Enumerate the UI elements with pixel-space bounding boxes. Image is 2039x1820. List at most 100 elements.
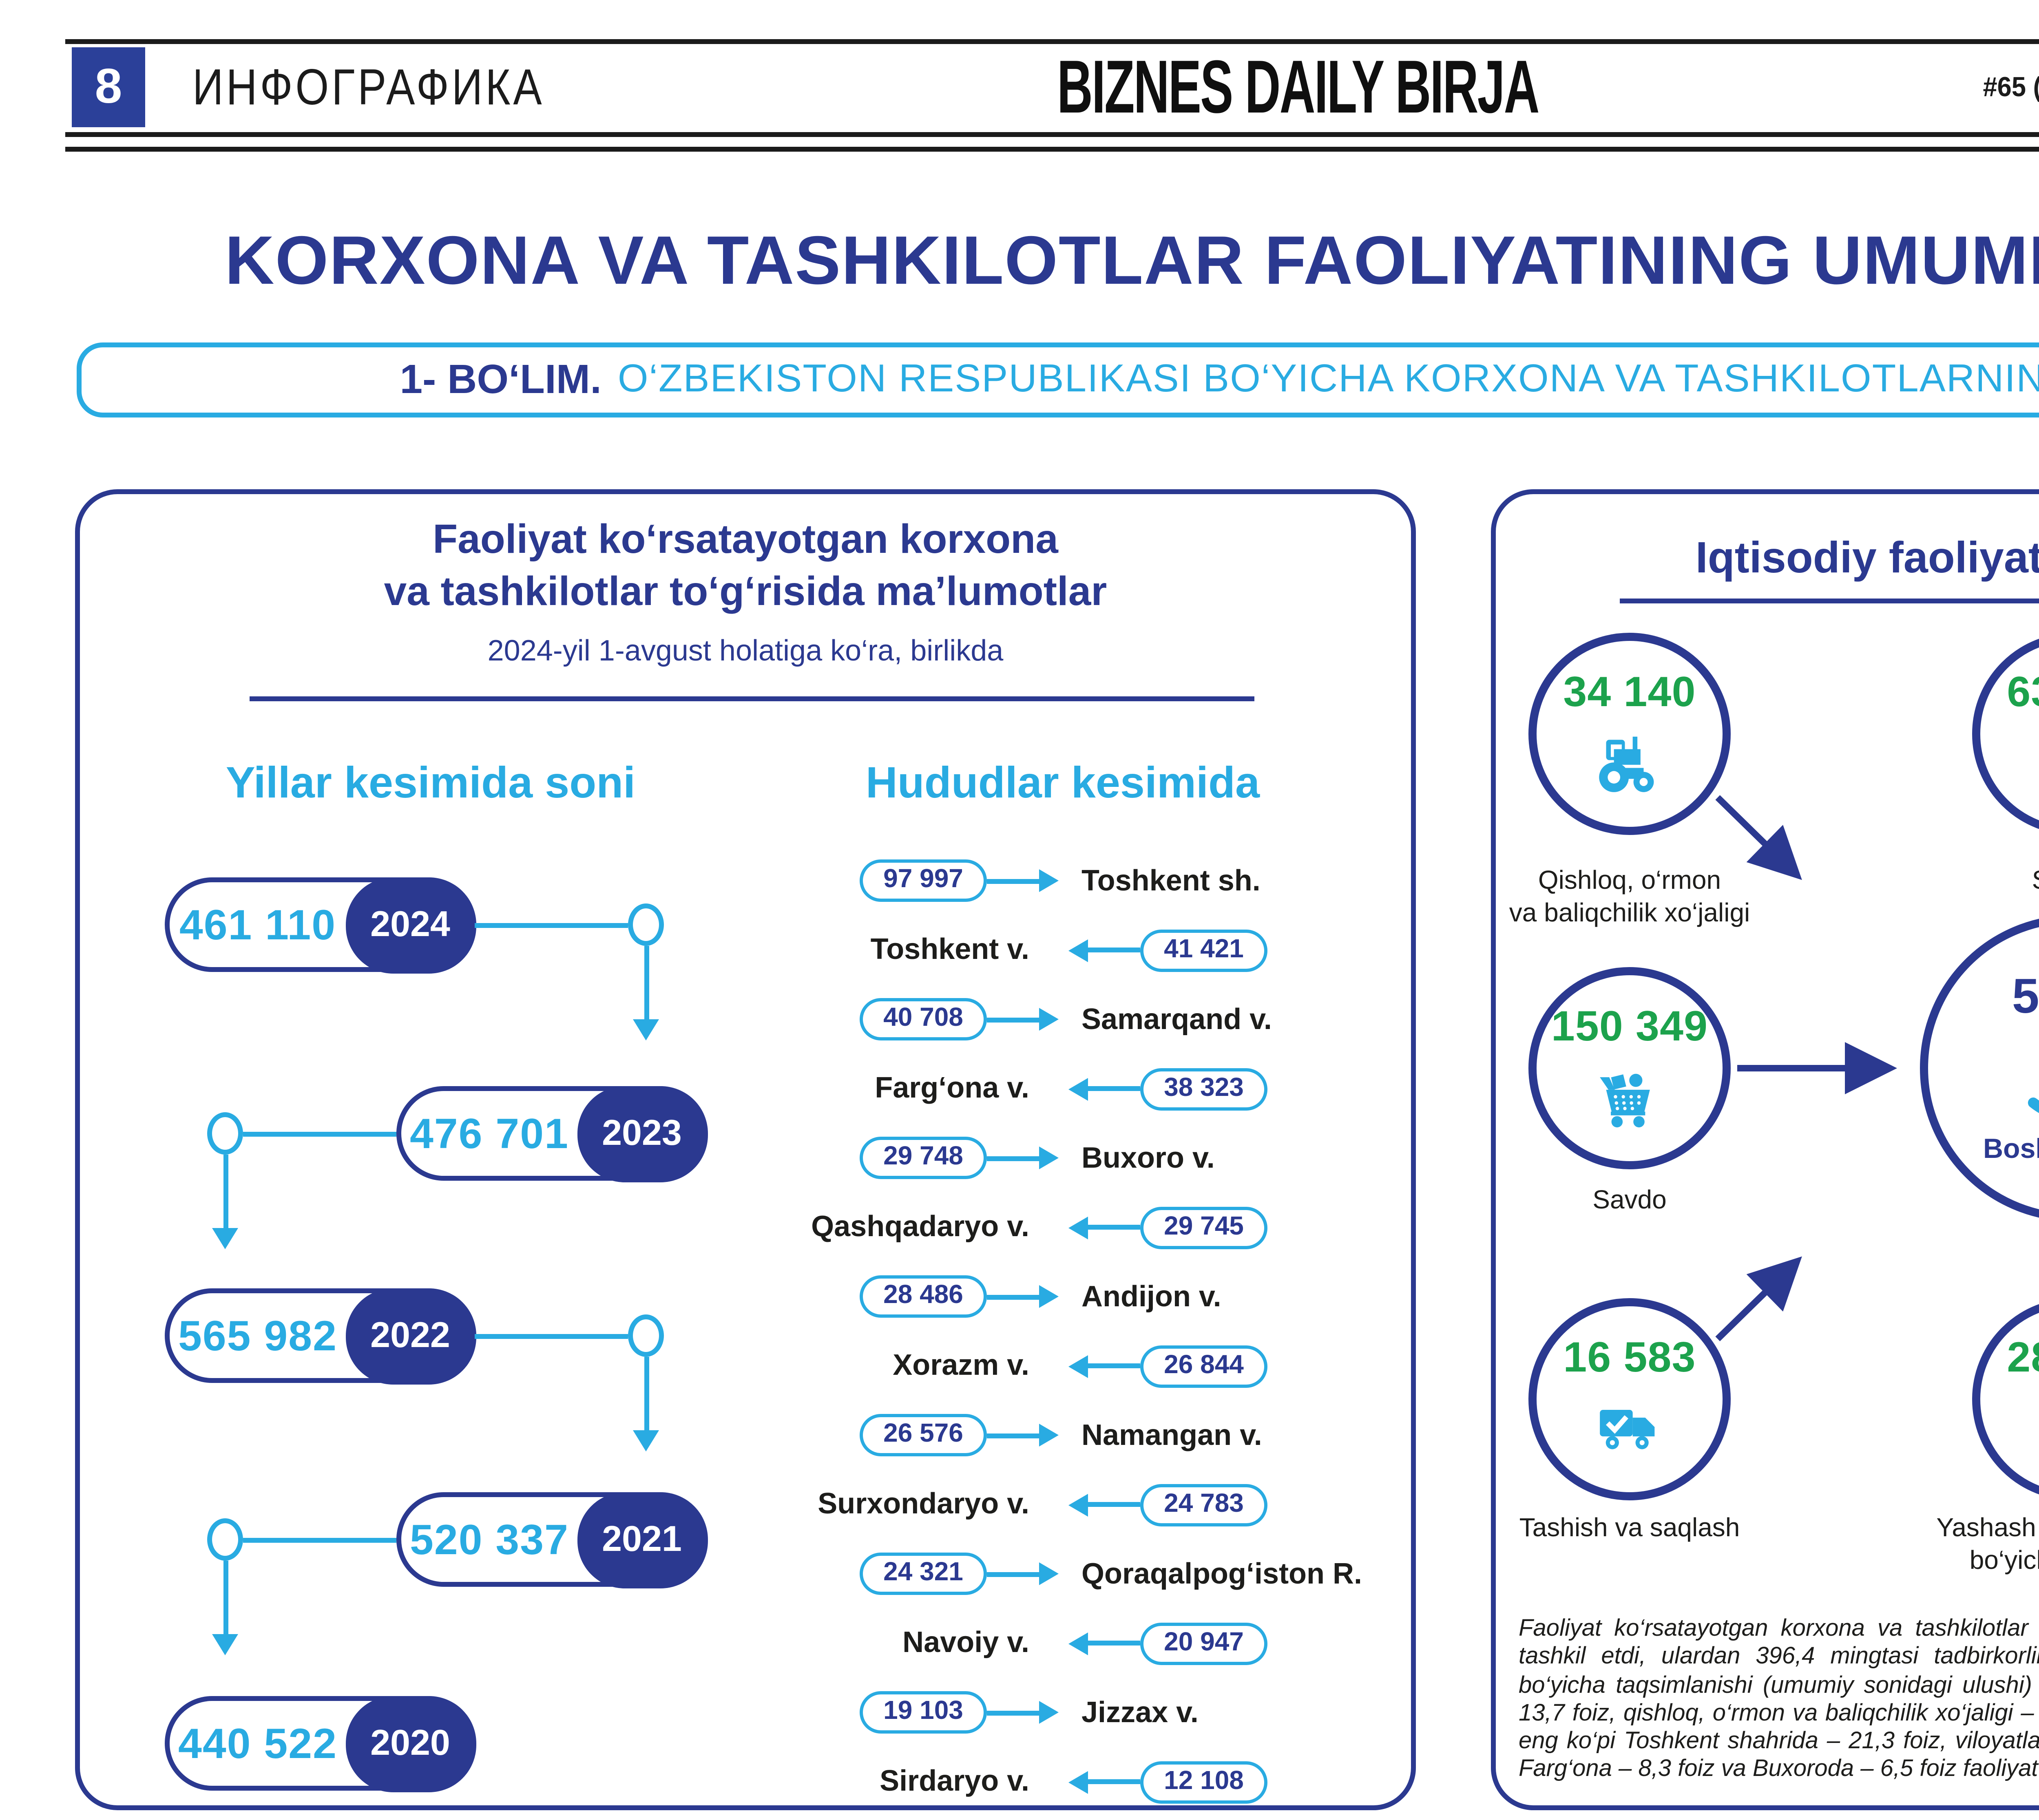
year-value: 565 982 <box>178 1310 337 1359</box>
footnote-paragraph: Faoliyat ko‘rsatayotgan korxona va tashk… <box>1519 1616 2039 1783</box>
dining-icon <box>2036 1391 2039 1466</box>
category-label: Tashish va saqlash <box>1519 1515 1740 1543</box>
category-value: 150 349 <box>1551 1001 1708 1050</box>
arrow-right-icon <box>987 1285 1059 1308</box>
section-bar: 1- BO‘LIM. O‘ZBEKISTON RESPUBLIKASI BO‘Y… <box>77 342 2039 417</box>
section-bar-text: O‘ZBEKISTON RESPUBLIKASI BO‘YICHA KORXON… <box>617 357 2039 401</box>
region-value-pill: 20 947 <box>1140 1622 1267 1665</box>
arrow-right-icon <box>987 1146 1059 1170</box>
regions-list: 97 997 Toshkent sh. Toshkent v. 41 421 4… <box>811 859 1422 1804</box>
regions-column-header: Hududlar kesimida <box>865 758 1260 807</box>
region-name: Buxoro v. <box>1081 1141 1215 1174</box>
region-value-pill: 29 745 <box>1140 1206 1267 1249</box>
region-row: 28 486 Andijon v. <box>860 1275 1422 1318</box>
arrow-left-icon <box>1068 1216 1140 1239</box>
region-value-pill: 97 997 <box>860 859 987 902</box>
region-name: Farg‘ona v. <box>875 1071 1029 1104</box>
region-name: Namangan v. <box>1081 1418 1262 1451</box>
category-circle-agriculture: 34 140 <box>1528 633 1731 835</box>
connector-line <box>243 1537 396 1542</box>
header-rule-2 <box>65 147 2039 152</box>
year-pill-2020: 440 522 2020 <box>165 1695 475 1791</box>
region-row: 26 576 Namangan v. <box>860 1414 1422 1457</box>
year-label: 2023 <box>577 1085 707 1182</box>
category-circle-industry: 63 185 <box>1972 633 2039 835</box>
year-value: 520 337 <box>410 1514 569 1563</box>
top-rule <box>65 39 2039 44</box>
year-value: 440 522 <box>178 1718 337 1767</box>
category-circle-accommodation: 28 214 <box>1972 1298 2039 1500</box>
arrow-down-icon <box>633 1019 659 1040</box>
region-row: 19 103 Jizzax v. <box>860 1692 1422 1734</box>
divider <box>250 696 1254 701</box>
arrow-down-icon <box>633 1430 659 1451</box>
arrow-left-icon <box>1068 1354 1140 1378</box>
region-row: 24 321 Qoraqalpog‘iston R. <box>860 1553 1422 1596</box>
year-label: 2020 <box>345 1695 475 1791</box>
category-value: 34 140 <box>1563 667 1696 716</box>
region-name: Qashqadaryo v. <box>811 1210 1029 1243</box>
year-pill-2021: 520 337 2021 <box>396 1491 707 1588</box>
arrow-left-icon <box>1068 939 1140 962</box>
globe-arrow-icon <box>2024 1093 2039 1118</box>
region-row: Toshkent v. 41 421 <box>860 929 1422 972</box>
tractor-icon <box>1599 736 1654 792</box>
year-label: 2024 <box>345 877 475 973</box>
arrow-down-icon <box>212 1228 238 1249</box>
region-row: Surxondaryo v. 24 783 <box>818 1484 1422 1526</box>
left-panel-title-line2: va tashkilotlar to‘g‘risida ma’lumotlar <box>384 569 1107 615</box>
truck-check-icon <box>1600 1410 1655 1449</box>
region-row: Navoiy v. 20 947 <box>860 1622 1422 1665</box>
region-name: Andijon v. <box>1081 1279 1221 1312</box>
region-name: Sirdaryo v. <box>880 1765 1029 1798</box>
arrow-left-icon <box>1068 1771 1140 1794</box>
category-label: Qishloq, o‘rmon va baliqchilik xo‘jaligi <box>1509 868 1750 928</box>
factory-icon <box>2036 726 2039 801</box>
connector-line <box>475 1333 628 1338</box>
connector-line <box>223 1155 228 1228</box>
arrow-right-icon <box>987 1563 1059 1586</box>
arrow-right-icon <box>987 1701 1059 1725</box>
category-circle-transport: 16 583 <box>1528 1298 1731 1500</box>
arrow-down-icon <box>212 1634 238 1655</box>
region-name: Samarqand v. <box>1081 1002 1272 1035</box>
region-value-pill: 40 708 <box>860 998 987 1041</box>
category-label: Boshqa turlar <box>1983 1133 2039 1164</box>
region-value-pill: 41 421 <box>1140 929 1267 972</box>
connector-node <box>207 1112 243 1155</box>
year-pill-2022: 565 982 2022 <box>165 1288 475 1384</box>
left-panel-title-line1: Faoliyat ko‘rsatayotgan korxona <box>433 517 1058 563</box>
connector-line <box>644 946 648 1019</box>
right-panel: Iqtisodiy faoliyat turlari kesimida <box>1491 489 2039 1810</box>
category-value: 16 583 <box>1563 1332 1696 1381</box>
year-pill-2023: 476 701 2023 <box>396 1085 707 1182</box>
left-panel-subtitle: 2024-yil 1-avgust holatiga ko‘ra, birlik… <box>487 634 1004 667</box>
category-label: Savdo <box>1592 1187 1667 1215</box>
year-value: 476 701 <box>410 1108 569 1157</box>
region-name: Toshkent sh. <box>1081 864 1261 896</box>
connector-node <box>207 1518 243 1561</box>
category-value: 28 214 <box>2007 1332 2039 1381</box>
category-value: 63 185 <box>2007 667 2039 716</box>
year-value: 461 110 <box>179 899 336 948</box>
category-label: Sanoat <box>1894 866 2039 899</box>
region-value-pill: 29 748 <box>860 1137 987 1179</box>
arrow-left-icon <box>1068 1493 1140 1517</box>
region-value-pill: 26 576 <box>860 1414 987 1457</box>
connector-line <box>243 1131 396 1136</box>
connector-line <box>644 1357 648 1430</box>
left-panel: Faoliyat ko‘rsatayotgan korxona va tashk… <box>75 489 1416 1810</box>
region-value-pill: 24 783 <box>1140 1484 1267 1526</box>
masthead-text: BIZNES DAILY BIRJA <box>1057 44 1540 129</box>
arrow-right-icon <box>987 1424 1059 1447</box>
connector-line <box>223 1561 228 1634</box>
region-value-pill: 26 844 <box>1140 1345 1267 1387</box>
shopping-cart-icon <box>1600 1073 1650 1128</box>
region-value-pill: 24 321 <box>860 1553 987 1596</box>
arrow-right-icon <box>987 869 1059 892</box>
region-value-pill: 38 323 <box>1140 1067 1267 1110</box>
region-name: Toshkent v. <box>870 933 1029 966</box>
arrow-right-icon <box>987 1008 1059 1031</box>
region-name: Jizzax v. <box>1081 1696 1199 1729</box>
section-label: ИНФОГРАФИКА <box>192 47 607 127</box>
